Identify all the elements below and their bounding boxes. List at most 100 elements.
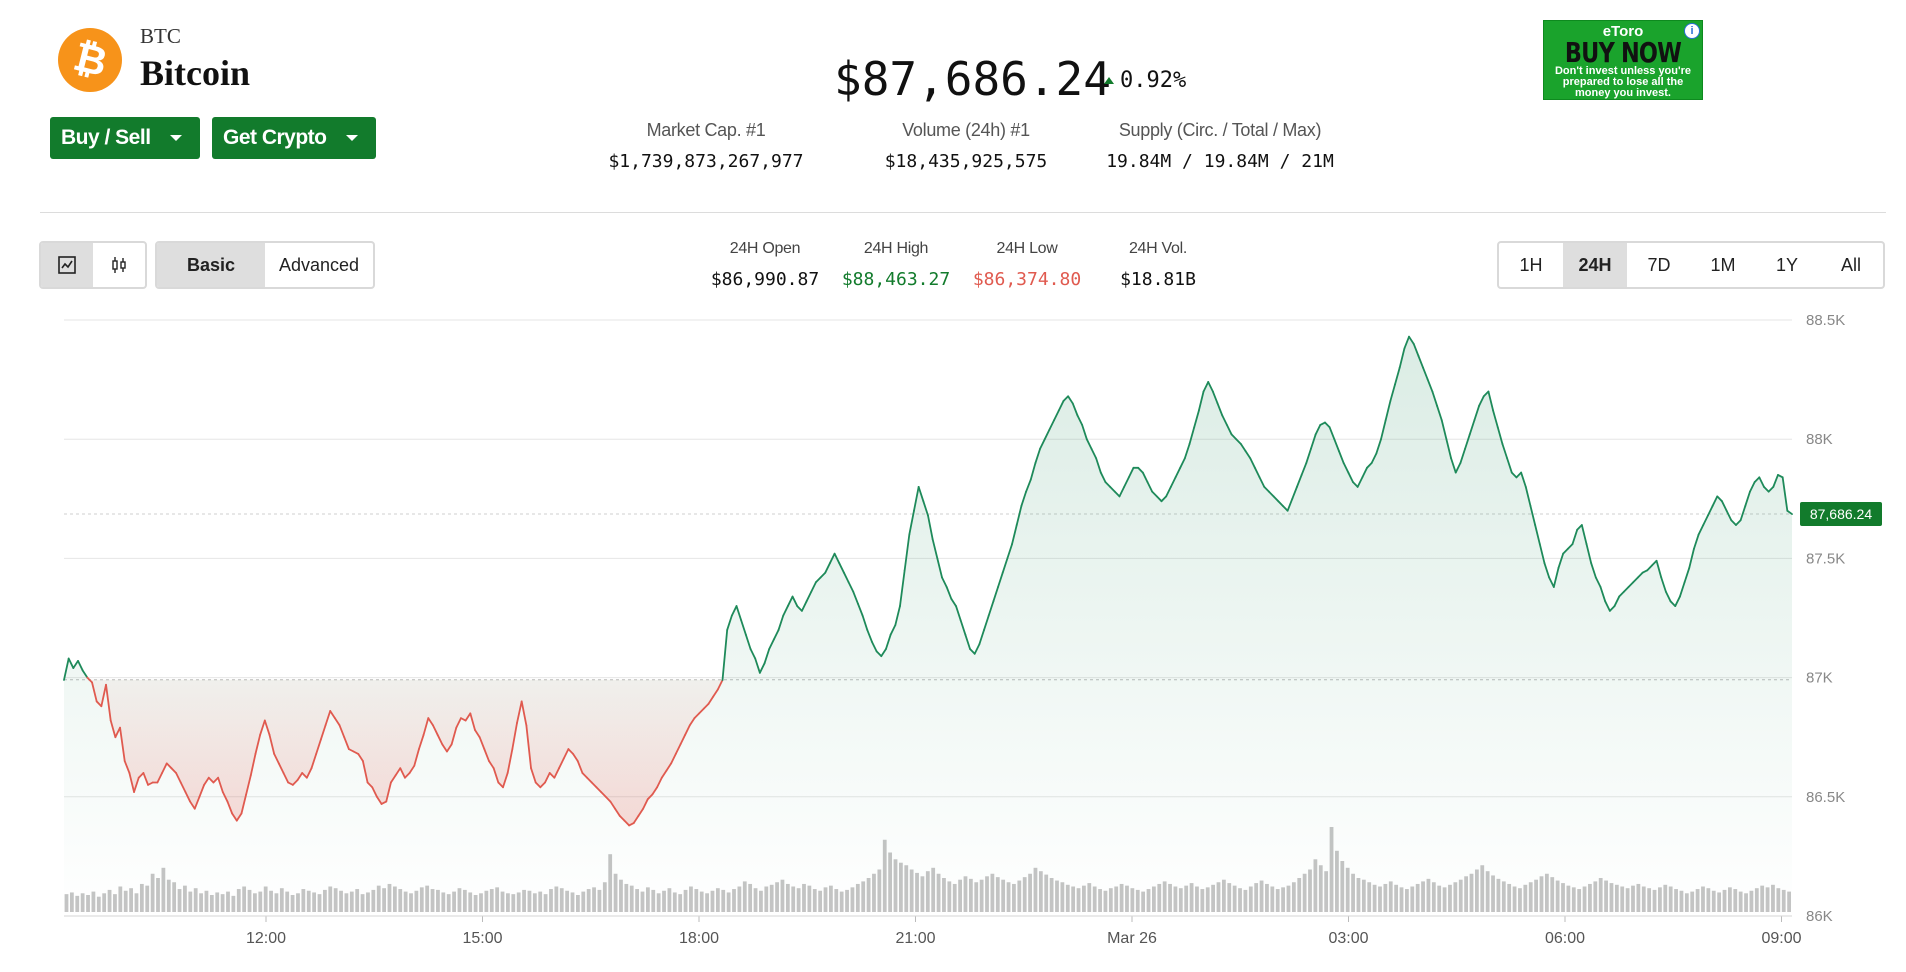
price-line-segment: [604, 795, 612, 803]
range-1y[interactable]: 1Y: [1775, 254, 1799, 275]
current-price: $87,686.24: [834, 52, 1111, 106]
etoro-ad-banner[interactable]: eToro BUY NOW Don't invest unless you're…: [1543, 20, 1703, 100]
line-chart-icon[interactable]: [41, 243, 93, 287]
daily-label: 24H Low: [996, 240, 1058, 257]
price-line-segment: [1324, 421, 1331, 429]
get-crypto-button[interactable]: Get Crypto: [212, 117, 376, 159]
candlestick-icon[interactable]: [93, 243, 145, 287]
price-line-segment: [1296, 474, 1303, 488]
mode-basic[interactable]: Basic: [157, 243, 265, 287]
price-line-segment: [786, 595, 794, 607]
price-line-segment: [1356, 476, 1364, 488]
price-line-segment: [450, 726, 458, 746]
ad-info-icon[interactable]: i: [1684, 23, 1700, 39]
price-line-segment: [1113, 490, 1121, 498]
price-line-segment: [1594, 576, 1602, 588]
price-line-segment: [1067, 395, 1074, 405]
price-line-segment: [1707, 505, 1714, 517]
price-line-segment: [829, 552, 836, 565]
price-line-segment: [142, 772, 149, 786]
price-line-segment: [520, 700, 528, 727]
x-tick-label: Mar 26: [1107, 930, 1157, 947]
get-crypto-label: Get Crypto: [223, 126, 327, 149]
price-line-segment: [1039, 438, 1046, 450]
price-line-segment: [1053, 409, 1060, 422]
price-line-segment: [1454, 462, 1462, 474]
price-line-segment: [268, 733, 276, 755]
price-line-segment: [1496, 426, 1504, 445]
price-line-segment: [1375, 438, 1382, 455]
price-line-segment: [810, 581, 817, 593]
price-line-segment: [1179, 457, 1186, 469]
price-line-segment: [936, 557, 943, 579]
price-line-segment: [1445, 438, 1452, 460]
price-line-segment: [1333, 438, 1340, 453]
price-line-segment: [684, 724, 691, 736]
price-line-segment: [432, 724, 439, 736]
price-line-segment: [114, 726, 121, 739]
buy-sell-button[interactable]: Buy / Sell: [50, 117, 200, 159]
range-all[interactable]: All: [1840, 254, 1861, 275]
price-line-segment: [1669, 600, 1677, 607]
price-line-segment: [343, 736, 350, 751]
price-line-segment: [1482, 390, 1490, 398]
x-tick-label: 18:00: [679, 930, 719, 947]
price-line-segment: [1137, 466, 1144, 474]
ad-cta: BUY NOW: [1564, 36, 1682, 69]
price-line-segment: [1398, 347, 1406, 369]
price-line-segment: [128, 772, 135, 793]
price-line-segment: [198, 783, 206, 798]
price-line-segment: [567, 748, 574, 755]
price-line-segment: [698, 707, 705, 715]
price-line-segment: [796, 605, 803, 612]
price-line-segment: [614, 807, 621, 817]
price-line-segment: [296, 772, 304, 782]
price-line-segment: [632, 814, 640, 824]
price-line-segment: [119, 726, 126, 762]
market-cap-stat: Market Cap. #1 $1,739,873,267,977: [596, 120, 816, 172]
price-line-segment: [1141, 471, 1149, 484]
price-line-segment: [801, 600, 808, 612]
price-line-segment: [824, 562, 831, 574]
mode-advanced[interactable]: Advanced: [278, 254, 360, 275]
range-1m[interactable]: 1M: [1710, 254, 1736, 275]
price-line-segment: [548, 772, 556, 779]
range-7d[interactable]: 7D: [1647, 254, 1671, 275]
price-line-segment: [656, 776, 663, 789]
price-line-segment: [1286, 497, 1294, 512]
price-line-segment: [581, 772, 588, 779]
price-line-segment: [1758, 476, 1765, 488]
price-line-segment: [81, 669, 89, 679]
price-line-segment: [282, 772, 290, 784]
ad-disclaimer: Don't invest unless you're prepared to l…: [1554, 65, 1692, 99]
price-line-segment: [899, 569, 906, 607]
coin-name: Bitcoin: [140, 53, 251, 93]
price-line-segment: [133, 776, 140, 793]
price-line-segment: [1347, 471, 1354, 484]
bitcoin-glyph: ₿: [68, 33, 112, 87]
price-line-segment: [534, 781, 542, 789]
price-line-segment: [207, 776, 215, 784]
price-line-segment: [1711, 495, 1719, 507]
price-line-segment: [1510, 471, 1518, 479]
price-line-segment: [1464, 433, 1471, 450]
price-line-segment: [1459, 447, 1466, 464]
price-line-segment: [1034, 447, 1041, 464]
price-line-segment: [833, 552, 841, 565]
price-line-segment: [1749, 481, 1756, 493]
price-line-segment: [1753, 476, 1761, 484]
price-line-segment: [544, 772, 551, 784]
price-line-segment: [1389, 383, 1396, 402]
range-1h[interactable]: 1H: [1519, 254, 1543, 275]
price-line-segment: [259, 719, 266, 736]
price-line-segment: [1305, 447, 1312, 464]
price-line-segment: [997, 571, 1004, 588]
price-line-segment: [609, 800, 616, 810]
price-line-segment: [1165, 485, 1172, 498]
range-24h[interactable]: 24H: [1563, 243, 1627, 287]
price-chart[interactable]: 88.5K 88K 87.5K 87K 86.5K 86K 12:00 15:00 18:00 2…: [0, 300, 1906, 972]
price-line-segment: [1235, 438, 1242, 445]
price-line-segment: [1679, 581, 1686, 598]
price-line-segment: [1538, 543, 1546, 565]
price-line-segment: [1151, 490, 1158, 498]
